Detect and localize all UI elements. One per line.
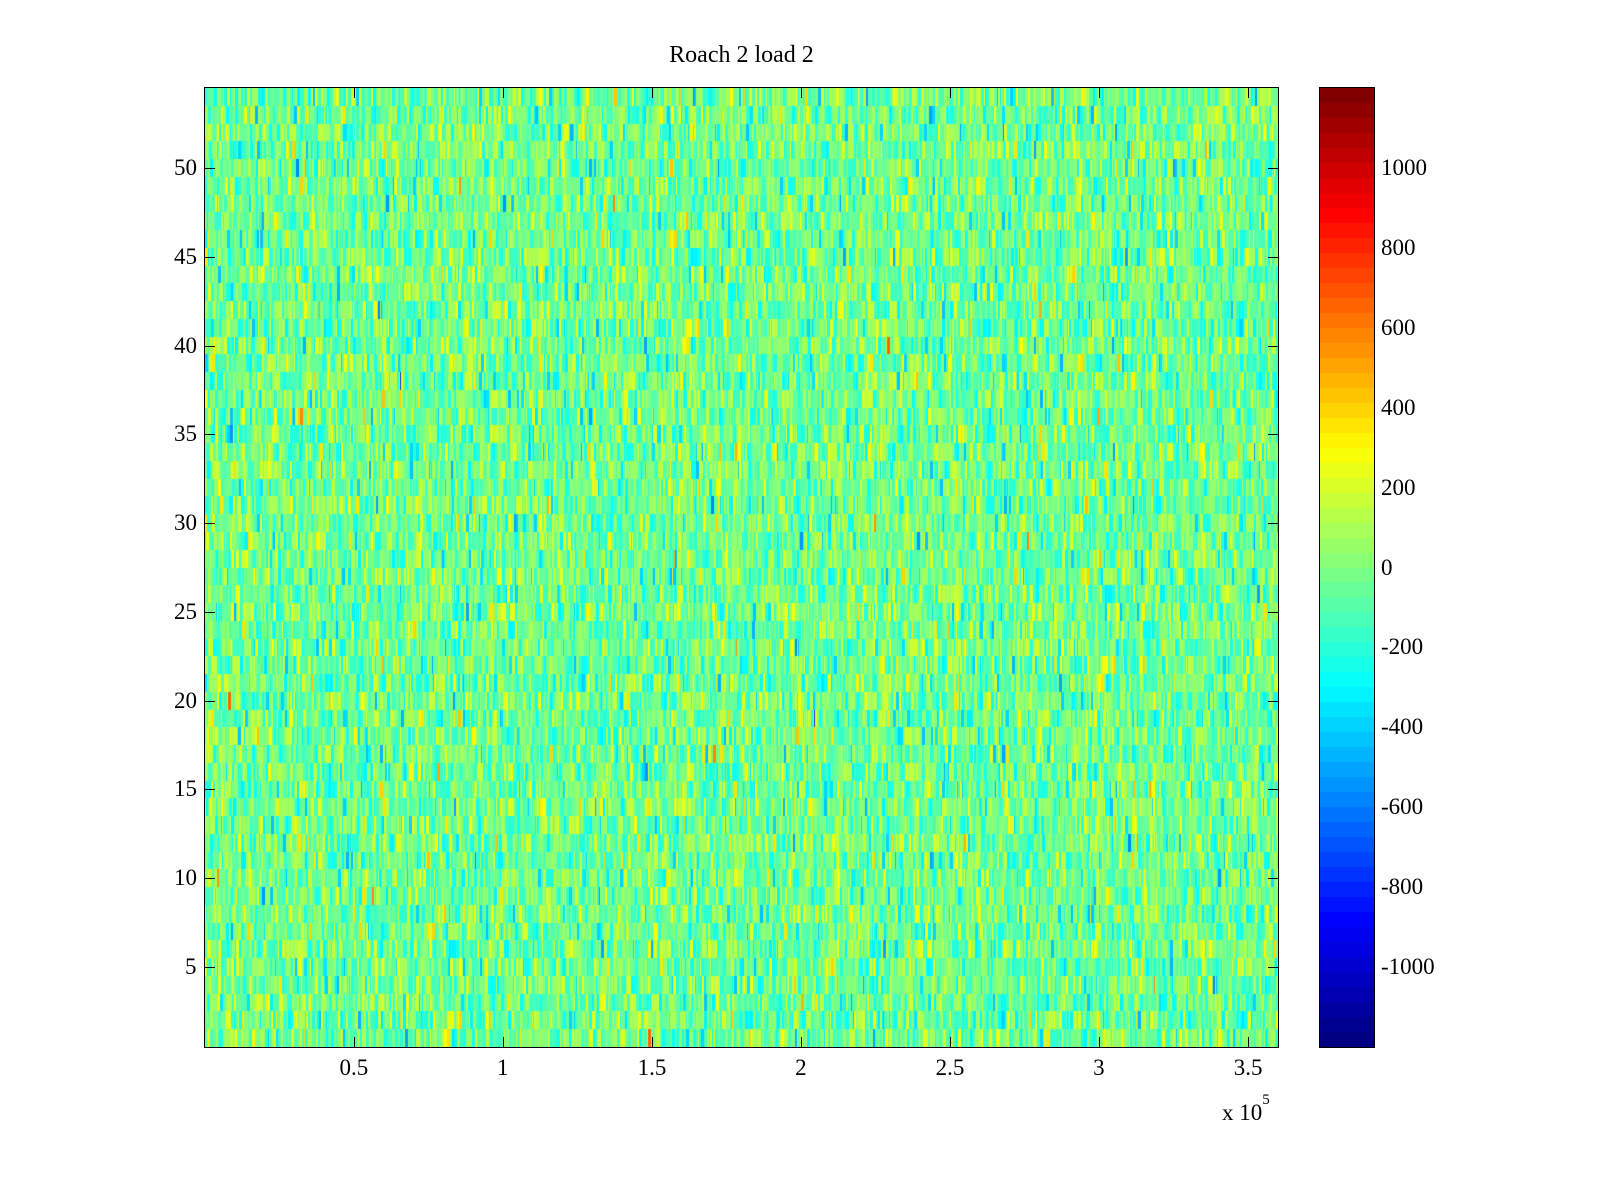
x-tick — [801, 88, 803, 98]
colorbar-tick-label: 600 — [1381, 314, 1416, 340]
x-tick-label: 1.5 — [637, 1055, 667, 1080]
colorbar-tick-label: 200 — [1381, 474, 1416, 500]
x-tick — [354, 88, 356, 98]
y-tick — [1268, 345, 1278, 347]
x-tick — [652, 1037, 654, 1047]
y-tick — [1268, 611, 1278, 613]
heatmap-cells — [205, 88, 1278, 1047]
y-tick-label: 5 — [185, 954, 197, 980]
y-tick — [205, 967, 215, 969]
x-tick — [1099, 88, 1101, 98]
y-tick — [205, 434, 215, 436]
x-multiplier-base: x 10 — [1222, 1100, 1263, 1125]
y-tick — [205, 611, 215, 613]
y-tick-label: 20 — [174, 687, 197, 713]
x-tick-label: 2.5 — [935, 1055, 965, 1080]
colorbar-tick-label: 1000 — [1381, 154, 1427, 180]
y-tick-label: 25 — [174, 598, 197, 624]
x-tick-label: 2 — [795, 1055, 807, 1080]
y-tick — [1268, 434, 1278, 436]
colorbar — [1320, 88, 1374, 1047]
y-tick-label: 35 — [174, 421, 197, 447]
x-tick — [354, 1037, 356, 1047]
y-tick — [1268, 789, 1278, 791]
y-tick — [205, 523, 215, 525]
x-tick — [1248, 88, 1250, 98]
y-tick — [1268, 878, 1278, 880]
y-tick — [1268, 167, 1278, 169]
colorbar-tick-label: 400 — [1381, 394, 1416, 420]
x-tick — [950, 88, 952, 98]
y-tick — [205, 878, 215, 880]
y-tick — [1268, 256, 1278, 258]
y-tick — [1268, 700, 1278, 702]
y-tick-label: 40 — [174, 332, 197, 358]
y-tick-label: 10 — [174, 865, 197, 891]
y-tick — [205, 789, 215, 791]
plot-area — [205, 88, 1278, 1047]
x-tick-label: 3 — [1093, 1055, 1105, 1080]
y-tick — [205, 167, 215, 169]
x-axis-multiplier: x 105 — [1222, 1092, 1270, 1126]
colorbar-tick-label: -400 — [1381, 714, 1424, 740]
colorbar-tick-label: 800 — [1381, 234, 1416, 260]
colorbar-tick-label: -600 — [1381, 794, 1424, 820]
colorbar-tick-label: -1000 — [1381, 954, 1435, 980]
x-tick-label: 3.5 — [1233, 1055, 1263, 1080]
y-tick-label: 15 — [174, 776, 197, 802]
x-multiplier-exponent: 5 — [1262, 1092, 1270, 1108]
y-tick — [205, 256, 215, 258]
x-tick — [652, 88, 654, 98]
y-tick-label: 45 — [174, 243, 197, 269]
chart-title: Roach 2 load 2 — [669, 42, 814, 68]
colorbar-tick-label: 0 — [1381, 554, 1393, 580]
x-tick-label: 0.5 — [339, 1055, 369, 1080]
y-tick — [205, 345, 215, 347]
y-tick — [1268, 967, 1278, 969]
x-tick — [950, 1037, 952, 1047]
colorbar-tick-label: -200 — [1381, 634, 1424, 660]
x-tick — [1099, 1037, 1101, 1047]
x-tick — [503, 1037, 505, 1047]
y-tick — [205, 700, 215, 702]
colorbar-tick-label: -800 — [1381, 874, 1424, 900]
x-tick-label: 1 — [497, 1055, 509, 1080]
x-tick — [1248, 1037, 1250, 1047]
x-tick — [801, 1037, 803, 1047]
x-tick — [503, 88, 505, 98]
y-tick-label: 50 — [174, 154, 197, 180]
y-tick — [1268, 523, 1278, 525]
y-tick-label: 30 — [174, 510, 197, 536]
